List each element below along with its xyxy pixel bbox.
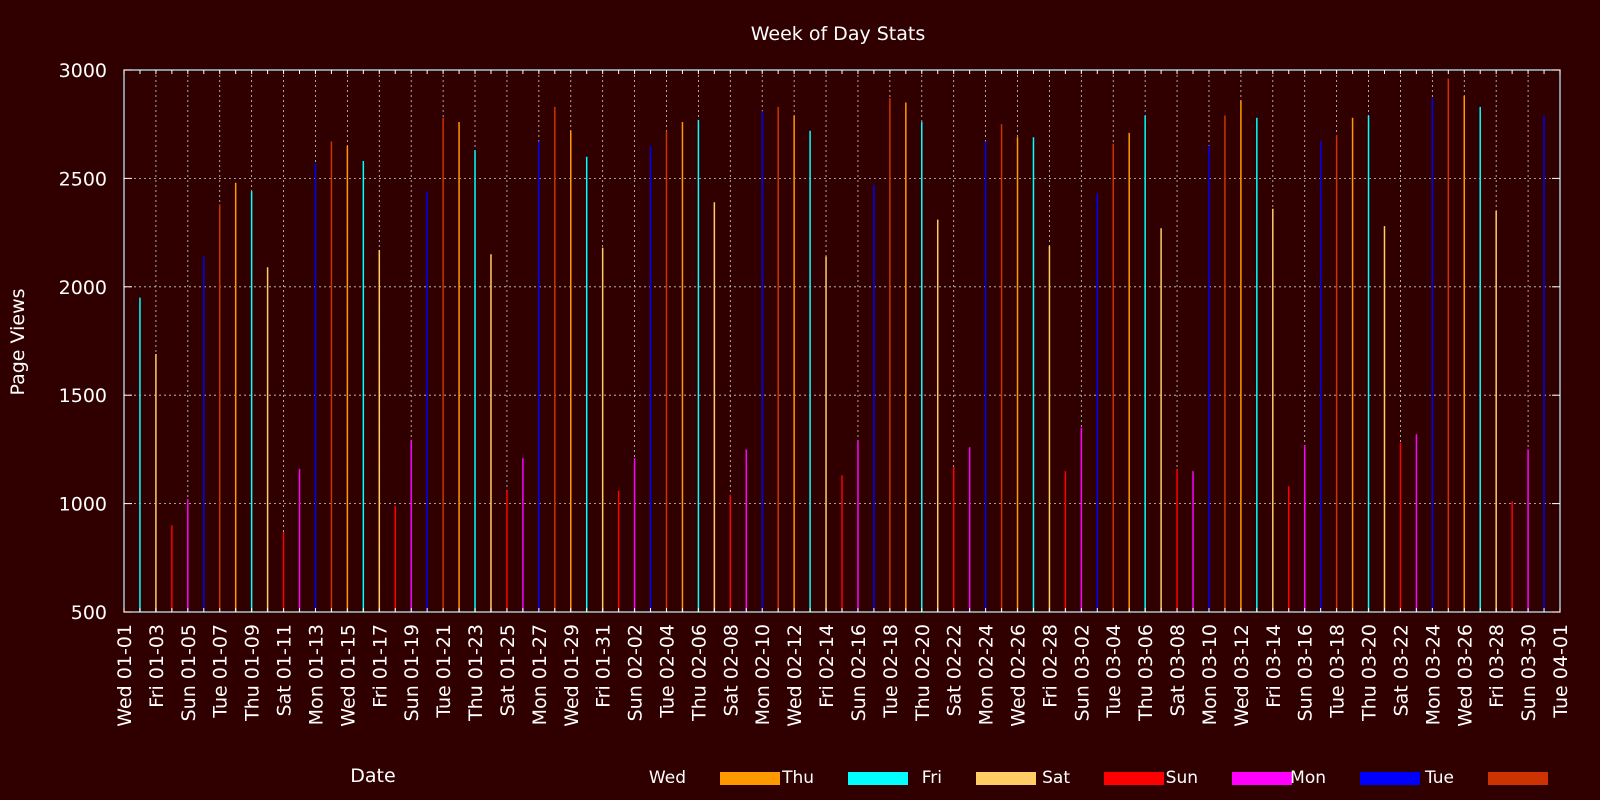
x-tick-label: Wed 01-01 <box>114 624 136 727</box>
legend-swatch <box>1360 772 1420 785</box>
x-tick-label: Tue 03-18 <box>1327 624 1349 719</box>
x-tick-label: Wed 01-29 <box>561 624 583 727</box>
legend-label: Mon <box>1290 768 1326 788</box>
x-tick-label: Sun 03-30 <box>1518 624 1540 721</box>
x-tick-label: Mon 03-24 <box>1422 624 1444 725</box>
x-tick-label: Mon 01-13 <box>305 624 327 725</box>
x-tick-label: Wed 03-26 <box>1454 624 1476 727</box>
x-tick-label: Thu 02-06 <box>688 624 710 722</box>
legend-label: Sun <box>1166 768 1198 788</box>
x-tick-label: Tue 03-04 <box>1103 624 1125 719</box>
y-tick-label: 3000 <box>59 60 107 82</box>
x-tick-label: Fri 01-17 <box>369 624 391 708</box>
x-tick-label: Sun 03-02 <box>1071 624 1093 721</box>
x-tick-label: Fri 01-03 <box>146 624 168 708</box>
y-ticks: 500 1000 1500 2000 2500 3000 <box>59 60 1560 624</box>
x-tick-label: Thu 01-09 <box>242 624 264 722</box>
x-tick-label: Mon 01-27 <box>529 624 551 725</box>
x-tick-label: Wed 03-12 <box>1231 624 1253 727</box>
legend-label: Wed <box>649 768 686 788</box>
x-tick-label: Tue 02-04 <box>656 624 678 719</box>
x-tick-label: Wed 01-15 <box>337 624 359 727</box>
x-tick-label: Sat 01-11 <box>274 624 296 716</box>
x-tick-label: Wed 02-26 <box>1008 624 1030 727</box>
x-tick-label: Sat 02-22 <box>944 624 966 716</box>
x-tick-label: Tue 02-18 <box>880 624 902 719</box>
y-tick-label: 1500 <box>59 385 107 407</box>
legend-label: Sat <box>1042 768 1070 788</box>
x-tick-label: Sun 03-16 <box>1295 624 1317 721</box>
x-tick-label: Thu 03-20 <box>1359 624 1381 722</box>
legend-label: Tue <box>1424 768 1454 788</box>
y-tick-label: 2000 <box>59 277 107 299</box>
x-tick-label: Wed 02-12 <box>784 624 806 727</box>
legend-label: Thu <box>781 768 814 788</box>
x-tick-label: Tue 01-07 <box>210 624 232 719</box>
legend-swatch <box>976 772 1036 785</box>
y-tick-label: 2500 <box>59 168 107 190</box>
x-tick-label: Sat 03-08 <box>1167 624 1189 716</box>
legend-swatch <box>1232 772 1292 785</box>
chart-title: Week of Day Stats <box>751 23 926 45</box>
x-tick-label: Mon 02-24 <box>976 624 998 725</box>
x-tick-label: Tue 01-21 <box>433 624 455 719</box>
legend: Wed Thu Fri Sat Sun Mon Tue <box>649 768 1548 788</box>
x-tick-label: Thu 02-20 <box>912 624 934 722</box>
x-tick-label: Sun 01-19 <box>401 624 423 721</box>
x-axis-label: Date <box>350 765 395 787</box>
x-tick-label: Mon 02-10 <box>752 624 774 725</box>
x-tick-label: Fri 02-28 <box>1039 624 1061 708</box>
x-tick-label: Sat 01-25 <box>497 624 519 716</box>
x-tick-label: Sat 02-08 <box>720 624 742 716</box>
legend-label: Fri <box>922 768 942 788</box>
x-tick-label: Sat 03-22 <box>1390 624 1412 716</box>
x-tick-label: Fri 01-31 <box>593 624 615 708</box>
x-tick-label: Mon 03-10 <box>1199 624 1221 725</box>
x-tick-label: Thu 01-23 <box>465 624 487 722</box>
bars <box>139 78 1545 612</box>
y-tick-label: 1000 <box>59 494 107 516</box>
legend-swatch <box>1104 772 1164 785</box>
legend-swatch <box>1488 772 1548 785</box>
x-tick-label: Tue 04-01 <box>1550 624 1572 719</box>
y-tick-label: 500 <box>71 602 107 624</box>
x-tick-label: Fri 02-14 <box>816 624 838 708</box>
y-axis-label: Page Views <box>7 288 29 395</box>
x-tick-label: Sun 01-05 <box>178 624 200 721</box>
x-tick-label: Sun 02-16 <box>848 624 870 721</box>
x-tick-label: Fri 03-28 <box>1486 624 1508 708</box>
legend-swatch <box>848 772 908 785</box>
x-tick-label: Sun 02-02 <box>625 624 647 721</box>
legend-swatch <box>720 772 780 785</box>
x-tick-label: Thu 03-06 <box>1135 624 1157 722</box>
x-tick-label: Fri 03-14 <box>1263 624 1285 708</box>
x-ticks: Wed 01-01 Fri 01-03 Sun 01-05 Tue 01-07 Thu … <box>114 70 1572 727</box>
